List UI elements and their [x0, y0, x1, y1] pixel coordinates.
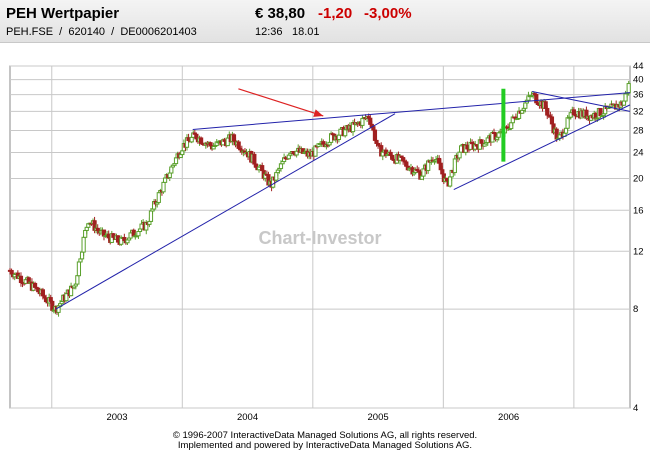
candle-body — [173, 157, 179, 165]
y-tick-label: 44 — [633, 61, 644, 72]
y-tick-label: 8 — [633, 304, 638, 315]
watermark: Chart-Investor — [258, 228, 381, 248]
security-name: PEH Wertpapier — [6, 5, 120, 22]
y-tick-label: 16 — [633, 205, 644, 216]
annotation-arrowhead — [313, 109, 324, 117]
copyright-line: © 1996-2007 InteractiveData Managed Solu… — [172, 430, 478, 441]
y-tick-label: 4 — [633, 403, 638, 414]
candle-body — [336, 134, 342, 141]
x-tick-label: 2003 — [106, 412, 127, 423]
candle-body — [545, 107, 550, 116]
candle-body — [479, 139, 484, 144]
y-tick-label: 32 — [633, 106, 644, 117]
candle-body — [189, 136, 194, 143]
x-tick-label: 2006 — [498, 412, 519, 423]
trend-line — [532, 90, 631, 112]
quote-date: 18.01 — [292, 26, 320, 38]
candle-body — [198, 137, 204, 144]
quote-header: PEH Wertpapier PEH.FSE / 620140 / DE0006… — [0, 0, 650, 43]
y-tick-label: 36 — [633, 90, 644, 101]
security-ids: PEH.FSE / 620140 / DE0006201403 — [6, 26, 197, 38]
candle-body — [32, 282, 38, 288]
y-tick-label: 20 — [633, 173, 644, 184]
price-change: -1,20 — [318, 5, 353, 22]
candle-body — [161, 181, 166, 193]
powered-by-line: Implemented and powered by InteractiveDa… — [177, 440, 473, 451]
candle-body — [626, 83, 631, 94]
x-tick-label: 2005 — [368, 412, 389, 423]
tick-labels: 4 8 12 16 20 24 28 32 36 40 44 2003 2004 2005 2006 — [106, 61, 643, 423]
y-tick-label: 40 — [633, 75, 644, 86]
candle-body — [81, 236, 86, 253]
trend-lines — [55, 88, 631, 310]
candle-body — [440, 169, 445, 175]
candle-body — [167, 172, 172, 179]
quote-time: 12:36 — [255, 26, 283, 38]
x-tick-label: 2004 — [237, 412, 258, 423]
trend-line — [55, 113, 396, 310]
price: € 38,80 — [255, 5, 306, 22]
y-tick-label: 28 — [633, 125, 644, 136]
price-chart: Chart-Investor 4 8 12 16 20 24 28 32 36 40 44 2003 2… — [7, 61, 644, 423]
annotation-arrow — [238, 88, 324, 117]
y-tick-label: 24 — [633, 147, 644, 158]
candle-body — [496, 132, 501, 138]
candle-body — [76, 261, 82, 277]
candle-body — [457, 151, 462, 159]
trend-line — [192, 92, 631, 130]
trend-line — [453, 104, 631, 191]
price-change-percent: -3,00% — [364, 5, 412, 22]
candle-body — [343, 129, 348, 137]
candle-body — [278, 163, 284, 170]
candle-body — [156, 192, 161, 203]
candles — [7, 80, 631, 317]
candle-body — [252, 153, 257, 165]
y-tick-label: 12 — [633, 246, 644, 257]
grid — [10, 65, 630, 409]
